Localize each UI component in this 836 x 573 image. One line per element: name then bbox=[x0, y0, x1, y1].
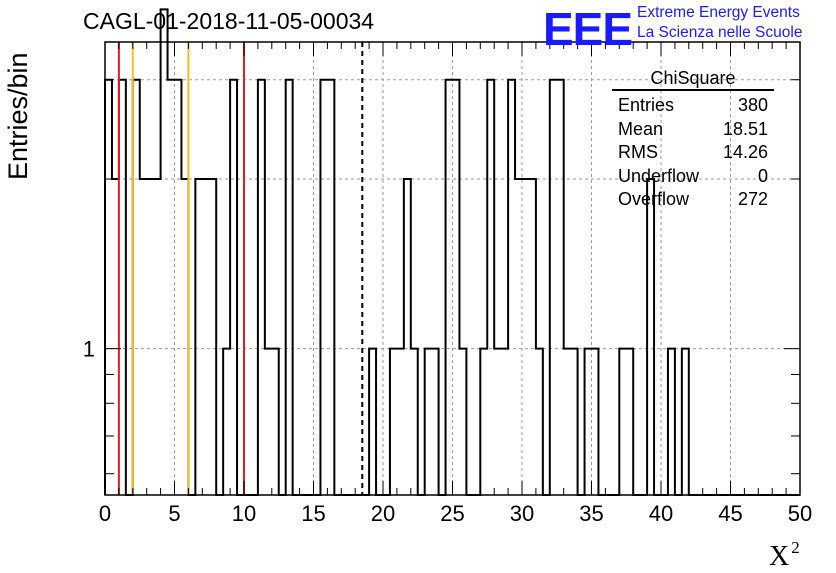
logo-line-1: Extreme Energy Events bbox=[637, 4, 800, 21]
eee-logo: EEE bbox=[543, 3, 633, 55]
x-tick-label: 30 bbox=[510, 501, 534, 526]
x-tick-label: 40 bbox=[649, 501, 673, 526]
chart-title: CAGL-01-2018-11-05-00034 bbox=[83, 8, 375, 34]
stats-title: ChiSquare bbox=[612, 66, 774, 91]
stats-row-overflow: Overflow 272 bbox=[612, 188, 774, 212]
x-tick-label: 20 bbox=[371, 501, 395, 526]
stats-value: 0 bbox=[757, 165, 768, 186]
stats-value: 380 bbox=[737, 95, 768, 115]
x-axis-label-base: X bbox=[769, 541, 790, 572]
reference-lines bbox=[117, 42, 364, 495]
stats-row-underflow: Underflow 0 bbox=[612, 165, 774, 189]
histogram-bars bbox=[104, 8, 800, 496]
stats-label: Mean bbox=[618, 118, 664, 139]
x-tick-label: 35 bbox=[579, 501, 603, 526]
logo-line-2: La Scienza nelle Scuole bbox=[637, 24, 803, 41]
x-axis-ticks: 0 5 10 15 20 25 30 35 40 45 50 bbox=[99, 42, 812, 526]
stats-row-entries: Entries 380 bbox=[612, 94, 774, 118]
x-axis-label-sup: 2 bbox=[791, 538, 800, 557]
stats-row-rms: RMS 14.26 bbox=[612, 141, 774, 165]
stats-value: 14.26 bbox=[722, 142, 768, 162]
x-tick-label: 50 bbox=[788, 501, 812, 526]
x-tick-label: 10 bbox=[232, 501, 256, 526]
stats-box: ChiSquare Entries 380 Mean 18.51 RMS 14.26 … bbox=[612, 66, 774, 212]
stats-value: 272 bbox=[737, 189, 768, 209]
stats-label: Underflow bbox=[618, 165, 700, 186]
x-tick-label: 45 bbox=[718, 501, 742, 526]
x-tick-label: 5 bbox=[168, 501, 180, 526]
stats-row-mean: Mean 18.51 bbox=[612, 118, 774, 142]
x-tick-label: 15 bbox=[301, 501, 325, 526]
y-tick-label: 1 bbox=[83, 337, 95, 362]
stats-value: 18.51 bbox=[722, 118, 768, 139]
y-axis-label: Entries/bin bbox=[3, 52, 33, 180]
stats-label: Overflow bbox=[618, 189, 690, 209]
stats-label: Entries bbox=[618, 95, 675, 115]
x-tick-label: 0 bbox=[99, 501, 111, 526]
y-axis-ticks: 1 bbox=[83, 79, 800, 475]
stats-label: RMS bbox=[618, 142, 658, 162]
histogram-outline bbox=[104, 8, 800, 496]
x-tick-label: 25 bbox=[440, 501, 464, 526]
grid-lines bbox=[105, 42, 800, 495]
